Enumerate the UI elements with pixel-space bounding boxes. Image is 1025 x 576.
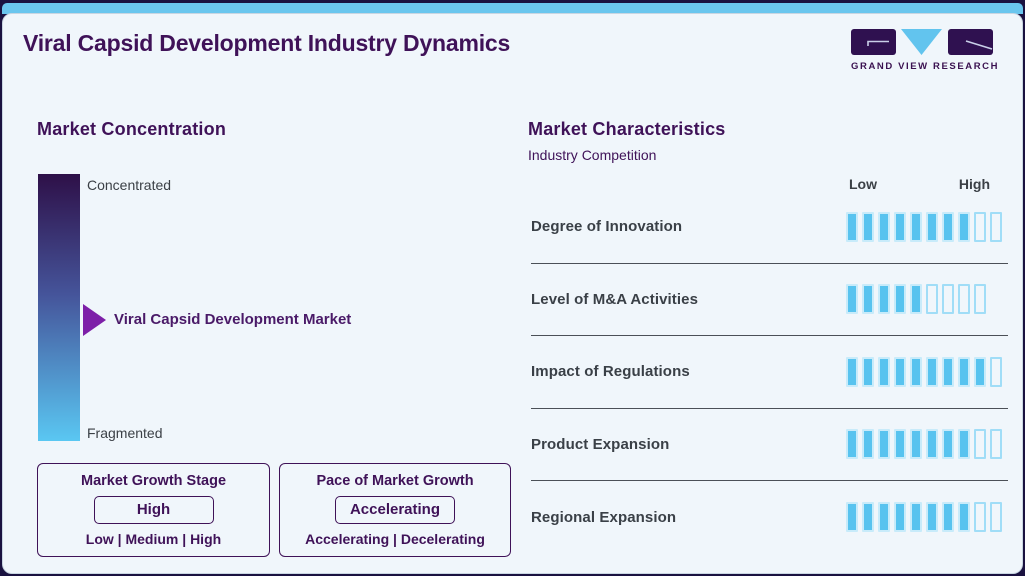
fragmented-label: Fragmented [87,425,163,441]
characteristic-row: Regional Expansion [531,481,1008,554]
market-concentration-heading: Market Concentration [37,119,227,139]
characteristic-label: Product Expansion [531,435,670,453]
pace-of-market-growth-box: Pace of Market Growth Accelerating Accel… [279,463,511,557]
tick-empty [990,429,1002,460]
infographic-card: Viral Capsid Development Industry Dynami… [2,13,1023,574]
tick-filled [942,429,954,460]
tick-filled [862,284,874,315]
tick-filled [894,211,906,242]
scale-high-label: High [958,176,990,192]
page-title: Viral Capsid Development Industry Dynami… [23,30,511,56]
characteristic-label: Degree of Innovation [531,218,683,236]
tick-filled [926,211,938,242]
grand-view-research-logo: GRAND VIEW RESEARCH [851,29,1000,72]
tick-empty [926,284,938,315]
tick-empty [990,356,1002,387]
tick-filled [894,356,906,387]
market-characteristics-heading: Market Characteristics [528,119,726,139]
characteristic-row: Impact of Regulations [531,336,1008,409]
tick-filled [942,211,954,242]
tick-filled [894,429,906,460]
logo-brand-text: GRAND VIEW RESEARCH [851,61,1000,72]
rating-tick-bar [846,502,1002,533]
characteristics-rows: Degree of Innovation Level of M&A Activit… [531,191,1008,554]
tick-filled [878,284,890,315]
tick-filled [958,502,970,533]
tick-filled [846,211,858,242]
rating-tick-bar [846,356,1002,387]
characteristic-row: Level of M&A Activities [531,264,1008,336]
tick-filled [910,356,922,387]
growth-box-scale: Low | Medium | High [85,531,222,547]
tick-empty [942,284,954,315]
growth-box-scale: Accelerating | Decelerating [305,531,485,547]
tick-filled [894,502,906,533]
concentration-gradient-bar [38,174,80,441]
top-accent-bar [2,3,1023,14]
characteristic-row: Product Expansion [531,409,1008,481]
market-pointer-label: Viral Capsid Development Market [114,311,352,328]
tick-filled [910,284,922,315]
tick-filled [878,502,890,533]
characteristic-label: Level of M&A Activities [531,290,699,308]
rating-tick-bar [846,284,986,315]
tick-filled [942,356,954,387]
tick-filled [878,429,890,460]
tick-filled [846,429,858,460]
tick-filled [894,284,906,315]
tick-empty [990,502,1002,533]
tick-filled [910,429,922,460]
tick-filled [926,356,938,387]
gvr-logo-icon [851,29,993,55]
tick-filled [910,502,922,533]
tick-filled [862,502,874,533]
tick-empty [974,429,986,460]
tick-filled [878,211,890,242]
growth-box-title: Pace of Market Growth [316,473,474,489]
tick-empty [958,284,970,315]
tick-empty [974,284,986,315]
characteristic-label: Impact of Regulations [531,363,690,381]
rating-scale-header: Low High [531,176,1008,196]
growth-box-value: Accelerating [335,496,455,524]
growth-box-title: Market Growth Stage [80,473,227,489]
tick-empty [974,502,986,533]
tick-filled [846,502,858,533]
industry-competition-subheading: Industry Competition [528,147,657,163]
tick-filled [926,502,938,533]
scale-low-label: Low [849,176,877,192]
tick-filled [974,356,986,387]
market-growth-stage-box: Market Growth Stage High Low | Medium | … [37,463,270,557]
tick-filled [878,356,890,387]
tick-filled [958,429,970,460]
tick-filled [926,429,938,460]
rating-tick-bar [846,211,1002,242]
rating-tick-bar [846,429,1002,460]
market-pointer-arrow-icon [83,304,106,336]
concentrated-label: Concentrated [87,177,172,193]
tick-filled [862,211,874,242]
growth-box-value: High [93,496,214,524]
tick-filled [958,356,970,387]
tick-filled [958,211,970,242]
tick-filled [846,284,858,315]
tick-empty [974,211,986,242]
tick-empty [990,211,1002,242]
tick-filled [846,356,858,387]
tick-filled [942,502,954,533]
tick-filled [910,211,922,242]
tick-filled [862,429,874,460]
characteristic-row: Degree of Innovation [531,191,1008,264]
tick-filled [862,356,874,387]
characteristic-label: Regional Expansion [531,508,677,526]
